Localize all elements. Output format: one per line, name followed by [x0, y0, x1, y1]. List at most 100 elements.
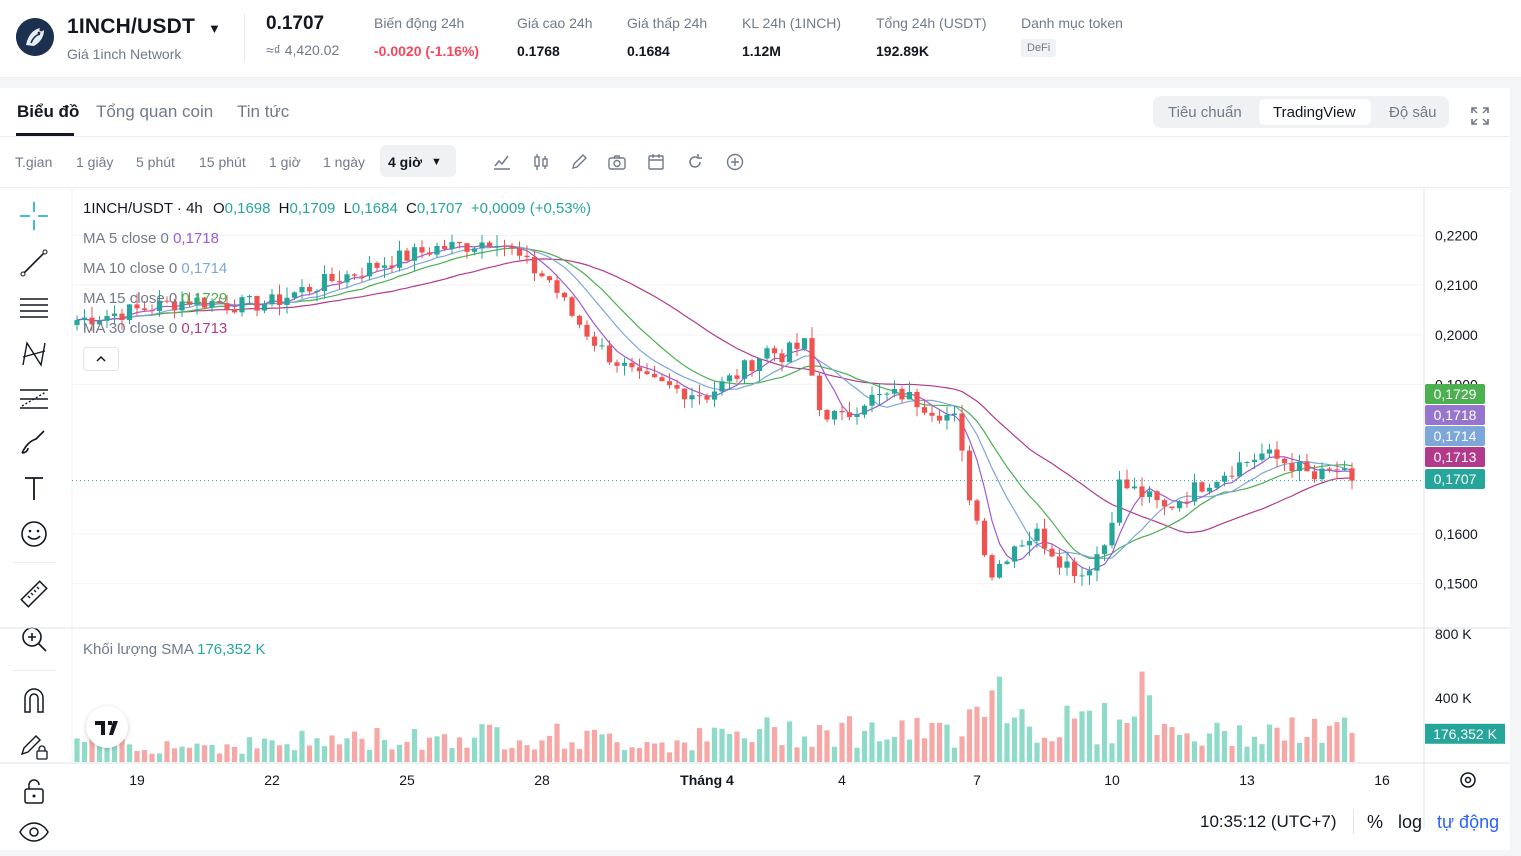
log-scale-button[interactable]: log	[1398, 812, 1423, 832]
category-tag[interactable]: DeFi	[1021, 39, 1057, 57]
stat-value: 0.1684	[627, 43, 670, 59]
candle	[374, 262, 380, 268]
candle	[1139, 486, 1145, 497]
tab-coin-overview[interactable]: Tổng quan coin	[96, 102, 214, 121]
tradingview-logo[interactable]	[86, 706, 128, 748]
trend-line-icon[interactable]	[17, 246, 51, 280]
candle	[539, 273, 545, 277]
interval-4h[interactable]: 4 giờ	[388, 154, 423, 170]
calendar-icon[interactable]	[646, 152, 666, 172]
candle	[336, 281, 343, 283]
view-depth[interactable]: Độ sâu	[1389, 104, 1437, 121]
indicator-icon[interactable]	[492, 152, 512, 172]
candle	[876, 394, 883, 396]
interval-1s[interactable]: 1 giây	[76, 154, 114, 170]
candle	[561, 292, 568, 298]
tab-news[interactable]: Tin tức	[237, 102, 290, 121]
ma-label: MA 15 close 0	[83, 290, 178, 307]
volume-bar	[321, 746, 328, 762]
volume-bar	[366, 749, 373, 762]
interval-time[interactable]: T.gian	[15, 154, 53, 170]
volume-bar	[96, 733, 103, 762]
price-badge-label: 0,1713	[1434, 449, 1477, 465]
volume-bar	[1169, 727, 1175, 762]
candle	[306, 287, 313, 292]
volume-bar	[261, 738, 268, 762]
candle	[141, 308, 148, 311]
price-chart[interactable]: 0,22000,21000,20000,19000,16000,1500800 …	[0, 188, 1510, 828]
volume-bar	[591, 729, 598, 762]
view-tradingview[interactable]: TradingView	[1273, 104, 1356, 121]
interval-15m[interactable]: 15 phút	[199, 154, 246, 170]
pair-dropdown-icon[interactable]: ▼	[208, 21, 221, 36]
auto-scale-button[interactable]: tự động	[1437, 812, 1500, 832]
candle	[591, 336, 598, 346]
interval-1h[interactable]: 1 giờ	[269, 154, 301, 170]
candle	[951, 413, 958, 416]
pair-name[interactable]: 1INCH/USDT	[67, 15, 196, 38]
magnet-icon[interactable]	[17, 684, 51, 718]
pencil-icon[interactable]	[569, 152, 589, 172]
ma10-legend[interactable]: MA 10 close 0 0,1714	[83, 260, 227, 277]
crosshair-icon[interactable]	[17, 199, 51, 233]
volume-bar	[141, 750, 148, 762]
ruler-icon[interactable]	[17, 577, 51, 611]
percent-scale-button[interactable]: %	[1367, 812, 1384, 832]
candle	[239, 297, 245, 313]
volume-bar	[854, 747, 860, 762]
candle	[134, 304, 140, 309]
time-tick-label: 28	[534, 772, 550, 788]
volume-bar	[801, 736, 808, 762]
reset-icon[interactable]	[685, 152, 705, 172]
ma-line	[76, 258, 1353, 534]
fib-icon[interactable]	[17, 382, 51, 416]
unlock-icon[interactable]	[17, 774, 51, 808]
tab-chart[interactable]: Biểu đồ	[17, 102, 80, 121]
candle-type-icon[interactable]	[531, 152, 551, 172]
eye-icon[interactable]	[17, 815, 51, 849]
divider	[0, 136, 1510, 137]
candle	[576, 315, 583, 325]
ma30-legend[interactable]: MA 30 close 0 0,1713	[83, 320, 227, 337]
volume-bar	[1034, 742, 1040, 762]
volume-bar	[501, 749, 508, 762]
volume-bar	[389, 749, 395, 762]
candle	[1109, 522, 1115, 546]
candle	[1289, 463, 1295, 472]
volume-bar	[981, 716, 988, 762]
candle	[1244, 461, 1250, 463]
candle	[764, 348, 770, 359]
clock[interactable]: 10:35:12 (UTC+7)	[1200, 812, 1337, 831]
horizontal-lines-icon[interactable]	[17, 291, 51, 325]
add-icon[interactable]	[725, 152, 745, 172]
volume-bar	[194, 743, 200, 762]
brush-icon[interactable]	[17, 427, 51, 461]
view-standard[interactable]: Tiêu chuẩn	[1168, 104, 1242, 121]
volume-bar	[1139, 671, 1145, 762]
volume-bar	[1221, 730, 1228, 762]
collapse-legend-button[interactable]	[83, 347, 119, 371]
candle	[981, 520, 988, 556]
pattern-icon[interactable]	[17, 337, 51, 371]
divider	[12, 562, 56, 563]
volume-bar	[494, 727, 500, 762]
text-icon[interactable]	[17, 472, 51, 506]
volume-bar	[74, 738, 80, 762]
interval-5m[interactable]: 5 phút	[136, 154, 175, 170]
candle	[1176, 501, 1183, 509]
ma5-legend[interactable]: MA 5 close 0 0,1718	[83, 230, 219, 247]
fullscreen-icon[interactable]	[1468, 104, 1492, 128]
settings-icon	[1460, 772, 1476, 788]
ma15-legend[interactable]: MA 15 close 0 0,1729	[83, 290, 227, 307]
volume-bar	[1109, 743, 1115, 762]
interval-dropdown-icon[interactable]: ▼	[431, 156, 442, 168]
candle	[1199, 482, 1205, 492]
interval-1d[interactable]: 1 ngày	[323, 154, 366, 170]
volume-bar	[1161, 723, 1168, 762]
volume-bar	[689, 750, 695, 762]
legend-symbol: 1INCH/USDT · 4h	[83, 200, 203, 217]
time-tick-label: 16	[1374, 772, 1390, 788]
camera-icon[interactable]	[607, 152, 627, 172]
lock-draw-icon[interactable]	[17, 729, 51, 763]
emoji-icon[interactable]	[17, 517, 51, 551]
